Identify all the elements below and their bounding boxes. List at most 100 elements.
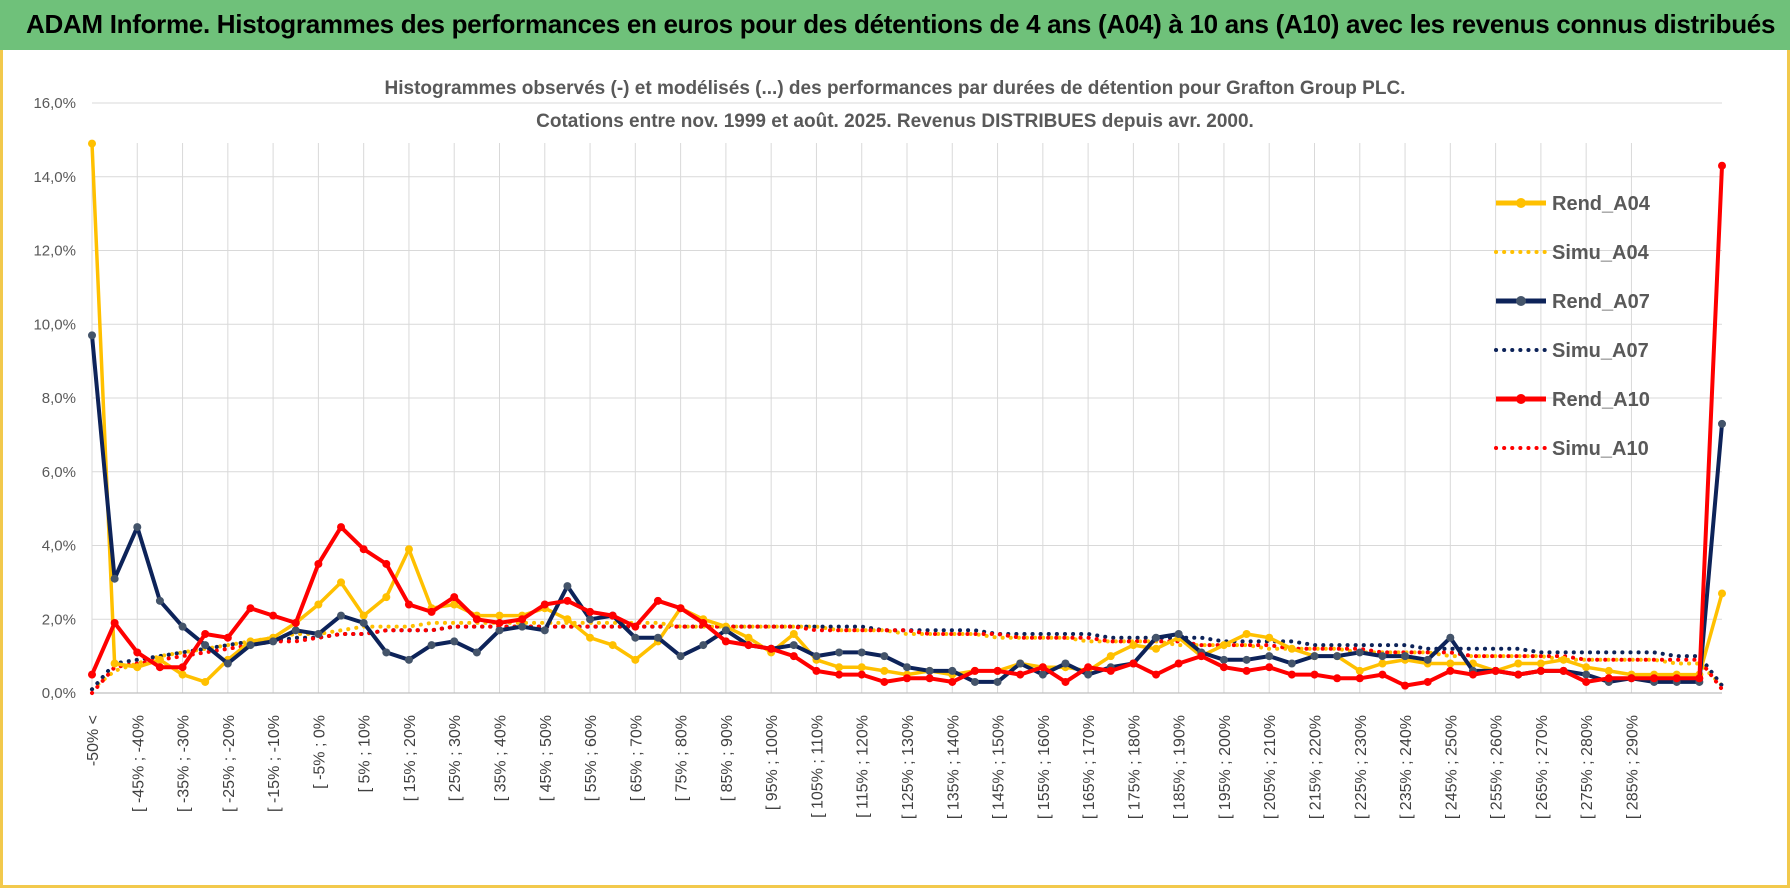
data-point (223, 659, 232, 668)
data-point (450, 600, 459, 609)
data-point (1265, 652, 1274, 661)
data-point (1038, 663, 1047, 672)
y-tick-label: 14,0% (33, 169, 76, 186)
x-tick-label: [ 175% ; 180% (1126, 715, 1143, 819)
series-line (90, 624, 1724, 695)
data-point (857, 670, 866, 679)
data-point (721, 626, 730, 635)
data-point (1016, 670, 1025, 679)
data-point (744, 641, 753, 650)
x-tick-label: [ -5% ; 0% (311, 715, 328, 789)
data-point (404, 545, 413, 554)
data-point (314, 630, 323, 638)
y-tick-label: 8,0% (42, 390, 76, 407)
data-point (789, 630, 798, 638)
data-point (1106, 666, 1115, 675)
data-point (653, 633, 662, 642)
data-point (1355, 666, 1364, 675)
data-point (1446, 633, 1455, 642)
data-point (269, 637, 278, 646)
x-tick-label: [ 165% ; 170% (1081, 715, 1098, 819)
data-point (563, 596, 572, 605)
grid-lines (91, 102, 1722, 694)
data-point (1242, 655, 1251, 664)
data-point (1582, 670, 1591, 679)
x-tick-label: [ -25% ; -20% (221, 715, 238, 812)
data-point (1718, 419, 1726, 428)
data-point (586, 633, 595, 642)
legend-label: Simu_A10 (1552, 438, 1649, 460)
data-point (1582, 663, 1591, 672)
data-point (337, 523, 346, 532)
data-point (155, 655, 164, 664)
series-lines (88, 139, 1726, 695)
legend-marker (1516, 296, 1526, 306)
data-point (925, 674, 934, 683)
data-point (1174, 659, 1183, 668)
banner-title: ADAM Informe. Histogrammes des performan… (26, 9, 1776, 39)
data-point (1401, 652, 1410, 661)
data-point (1333, 652, 1342, 661)
data-point (1536, 666, 1545, 675)
data-point (857, 663, 866, 672)
data-point (925, 666, 934, 675)
data-point (903, 663, 911, 672)
x-tick-label: [ 65% ; 70% (628, 715, 645, 801)
y-tick-label: 2,0% (42, 611, 76, 628)
data-point (88, 670, 96, 679)
legend-marker (1516, 198, 1526, 208)
x-tick-label: [ 105% ; 110% (809, 715, 826, 818)
data-point (970, 666, 979, 675)
data-point (359, 618, 368, 627)
data-point (1423, 677, 1432, 686)
data-point (789, 652, 798, 661)
x-tick-label: [ -45% ; -40% (130, 715, 147, 812)
data-point (359, 611, 368, 620)
data-point (133, 523, 142, 532)
data-point (1242, 630, 1251, 638)
data-point (427, 607, 436, 616)
data-point (291, 626, 300, 635)
data-point (948, 666, 957, 675)
x-tick-label: [ 135% ; 140% (945, 715, 962, 819)
x-tick-label: [ 15% ; 20% (402, 715, 419, 801)
chart-title: Histogrammes observés (-) et modélisés (… (385, 78, 1406, 99)
data-point (1219, 655, 1228, 664)
y-tick-label: 10,0% (33, 316, 76, 333)
data-point (1287, 644, 1296, 653)
data-point (155, 596, 164, 605)
data-point (1106, 652, 1115, 661)
x-tick-label: [ 25% ; 30% (447, 715, 464, 801)
data-point (1536, 659, 1545, 668)
data-point (472, 648, 481, 657)
data-point (1401, 681, 1410, 690)
data-point (608, 611, 617, 620)
data-point (1084, 663, 1093, 672)
data-point (1287, 659, 1296, 668)
data-point (744, 633, 753, 642)
data-point (540, 600, 549, 609)
x-tick-label: [ 235% ; 240% (1398, 715, 1415, 819)
data-point (518, 622, 527, 631)
x-tick-label: [ 155% ; 160% (1036, 715, 1053, 819)
x-tick-label: [ 115% ; 120% (855, 715, 872, 818)
data-point (1061, 677, 1070, 686)
data-point (201, 630, 210, 638)
data-point (337, 578, 346, 587)
x-tick-label: [ 75% ; 80% (674, 715, 691, 801)
data-point (1627, 674, 1636, 683)
y-tick-label: 16,0% (33, 95, 76, 112)
data-point (178, 663, 187, 672)
data-point (110, 574, 119, 583)
data-point (1446, 659, 1455, 668)
x-tick-label: [ 5% ; 10% (357, 715, 374, 792)
data-point (1491, 666, 1500, 675)
data-point (88, 331, 96, 340)
legend-label: Simu_A07 (1552, 340, 1649, 362)
data-point (1174, 630, 1183, 638)
data-point (835, 663, 844, 672)
data-point (291, 618, 300, 627)
x-tick-label: [ 255% ; 260% (1489, 715, 1506, 819)
data-point (314, 559, 323, 568)
